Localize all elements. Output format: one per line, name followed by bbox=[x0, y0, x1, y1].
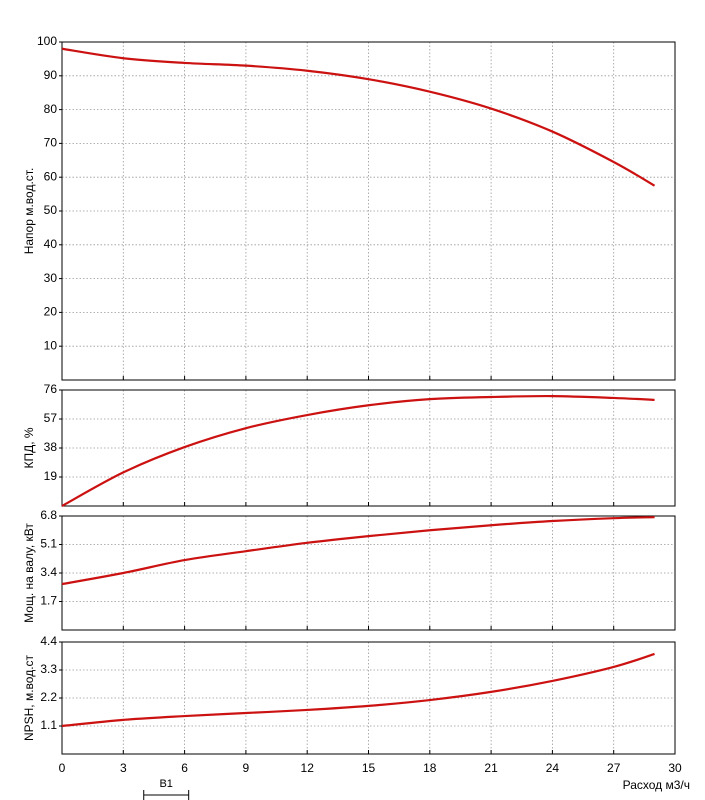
x-tick-label: 15 bbox=[362, 761, 376, 775]
x-tick-label: 27 bbox=[607, 761, 621, 775]
y-tick-label: 76 bbox=[44, 382, 58, 396]
x-tick-label: 18 bbox=[423, 761, 437, 775]
curve bbox=[61, 516, 655, 586]
x-tick-label: 21 bbox=[484, 761, 498, 775]
y-tick-label: 90 bbox=[44, 68, 58, 82]
y-tick-label: 70 bbox=[44, 136, 58, 150]
plot-frame bbox=[61, 389, 676, 507]
y-tick-label: 30 bbox=[44, 271, 58, 285]
x-tick-label: 9 bbox=[243, 761, 250, 775]
plot-frame bbox=[61, 41, 676, 381]
curve bbox=[61, 394, 655, 507]
y-tick-label: 3.4 bbox=[40, 565, 57, 579]
y-tick-label: 4.4 bbox=[40, 634, 57, 648]
y-tick-label: 19 bbox=[44, 469, 58, 483]
curve bbox=[61, 652, 655, 728]
y-tick-label: 1.7 bbox=[40, 594, 57, 608]
x-tick-label: 0 bbox=[59, 761, 66, 775]
x-axis-label: Расход м3/ч bbox=[623, 778, 690, 792]
y-tick-label: 20 bbox=[44, 305, 58, 319]
y-tick-label: 38 bbox=[44, 440, 58, 454]
y-tick-label: 100 bbox=[37, 34, 57, 48]
x-tick-label: 24 bbox=[546, 761, 560, 775]
y-tick-label: 80 bbox=[44, 102, 58, 116]
plot-frame bbox=[61, 641, 676, 755]
y-tick-label: 40 bbox=[44, 237, 58, 251]
range-label: B1 bbox=[159, 778, 172, 790]
y-axis-label: Мощ. на валу, кВт bbox=[22, 523, 36, 623]
x-tick-label: 6 bbox=[181, 761, 188, 775]
y-tick-label: 1.1 bbox=[40, 718, 57, 732]
y-axis-label: NPSH, м.вод.ст bbox=[22, 654, 36, 741]
y-tick-label: 60 bbox=[44, 169, 58, 183]
plot-frame bbox=[61, 515, 676, 631]
y-tick-label: 10 bbox=[44, 338, 58, 352]
curve bbox=[61, 47, 656, 187]
y-tick-label: 57 bbox=[44, 411, 58, 425]
x-tick-label: 3 bbox=[120, 761, 127, 775]
y-tick-label: 5.1 bbox=[40, 537, 57, 551]
y-axis-label: КПД, % bbox=[22, 427, 36, 468]
y-tick-label: 3.3 bbox=[40, 662, 57, 676]
y-axis-label: Напор м.вод.ст. bbox=[22, 168, 36, 255]
y-tick-label: 2.2 bbox=[40, 690, 57, 704]
y-tick-label: 50 bbox=[44, 203, 58, 217]
x-tick-label: 30 bbox=[668, 761, 682, 775]
y-tick-label: 6.8 bbox=[40, 508, 57, 522]
x-tick-label: 12 bbox=[301, 761, 315, 775]
